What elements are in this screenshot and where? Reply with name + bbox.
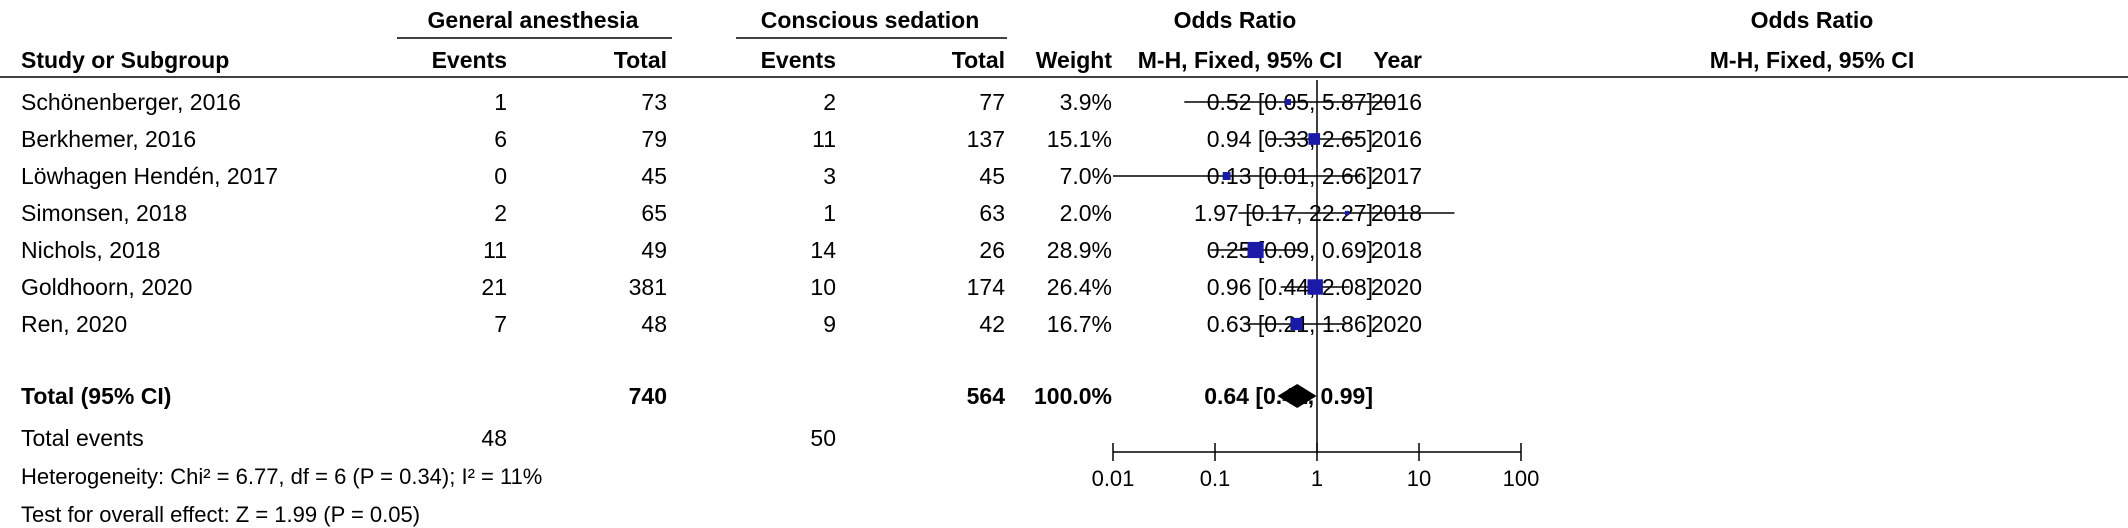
or-marker <box>1308 133 1321 145</box>
study-name: Löwhagen Hendén, 2017 <box>21 163 278 189</box>
pooled-diamond <box>1277 384 1317 408</box>
study-weight: 28.9% <box>1047 237 1112 263</box>
study-e1: 0 <box>494 163 507 189</box>
study-year: 2020 <box>1371 311 1422 337</box>
study-e1: 6 <box>494 126 507 152</box>
header-weight: Weight <box>1036 47 1113 73</box>
study-n1: 49 <box>641 237 667 263</box>
study-n2: 26 <box>979 237 1005 263</box>
header-method-table: M-H, Fixed, 95% CI <box>1138 47 1342 73</box>
study-weight: 26.4% <box>1047 274 1112 300</box>
study-n2: 137 <box>967 126 1005 152</box>
heterogeneity-text: Heterogeneity: Chi² = 6.77, df = 6 (P = … <box>21 464 542 489</box>
study-n2: 45 <box>979 163 1005 189</box>
study-e2: 14 <box>810 237 836 263</box>
total-n2: 564 <box>967 383 1006 409</box>
study-year: 2020 <box>1371 274 1422 300</box>
study-e2: 2 <box>823 89 836 115</box>
header-total1: Total <box>614 47 667 73</box>
study-e2: 11 <box>812 126 836 152</box>
header-study: Study or Subgroup <box>21 47 229 73</box>
x-tick-label: 0.1 <box>1200 466 1231 491</box>
header-odds-ratio-table: Odds Ratio <box>1174 7 1297 33</box>
study-weight: 2.0% <box>1060 200 1112 226</box>
total-events-label: Total events <box>21 425 144 451</box>
study-n1: 65 <box>641 200 667 226</box>
study-name: Simonsen, 2018 <box>21 200 187 226</box>
study-n1: 381 <box>629 274 667 300</box>
or-marker <box>1307 279 1323 295</box>
or-marker <box>1222 172 1231 180</box>
study-n2: 42 <box>979 311 1005 337</box>
header-group1: General anesthesia <box>428 7 639 33</box>
study-name: Goldhoorn, 2020 <box>21 274 192 300</box>
x-tick-label: 100 <box>1503 466 1540 491</box>
or-marker <box>1247 241 1264 259</box>
forest-plot: 0.01 0.1 1 10 100 <box>1092 80 1540 491</box>
header-year: Year <box>1373 47 1422 73</box>
study-name: Schönenberger, 2016 <box>21 89 241 115</box>
study-weight: 16.7% <box>1047 311 1112 337</box>
study-n1: 79 <box>641 126 667 152</box>
study-weight: 3.9% <box>1060 89 1112 115</box>
study-n2: 77 <box>979 89 1005 115</box>
study-n1: 73 <box>641 89 667 115</box>
study-e1: 7 <box>494 311 507 337</box>
x-tick-label: 0.01 <box>1092 466 1135 491</box>
x-tick-label: 1 <box>1311 466 1323 491</box>
study-e1: 11 <box>483 237 507 263</box>
x-tick-label: 10 <box>1407 466 1431 491</box>
header-odds-ratio-plot: Odds Ratio <box>1751 7 1874 33</box>
or-marker <box>1290 317 1303 331</box>
total-n1: 740 <box>629 383 667 409</box>
study-year: 2017 <box>1371 163 1422 189</box>
total-weight: 100.0% <box>1034 383 1112 409</box>
study-weight: 7.0% <box>1060 163 1112 189</box>
study-n1: 48 <box>641 311 667 337</box>
header-events2: Events <box>761 47 836 73</box>
study-e1: 2 <box>494 200 507 226</box>
study-e2: 1 <box>823 200 836 226</box>
study-e2: 3 <box>823 163 836 189</box>
overall-effect-text: Test for overall effect: Z = 1.99 (P = 0… <box>21 502 420 527</box>
study-rows: Schönenberger, 2016 1 73 2 77 3.9% 0.52 [0.05,… <box>21 89 1422 337</box>
total-events-e2: 50 <box>810 425 836 451</box>
study-e1: 1 <box>494 89 507 115</box>
or-marker <box>1344 210 1350 216</box>
study-name: Nichols, 2018 <box>21 237 160 263</box>
header-group2: Conscious sedation <box>761 7 980 33</box>
study-e1: 21 <box>481 274 507 300</box>
study-n2: 63 <box>979 200 1005 226</box>
header-events1: Events <box>432 47 507 73</box>
study-e2: 9 <box>823 311 836 337</box>
study-n2: 174 <box>967 274 1006 300</box>
study-year: 2016 <box>1371 126 1422 152</box>
header-total2: Total <box>952 47 1005 73</box>
total-events-e1: 48 <box>481 425 507 451</box>
study-e2: 10 <box>810 274 836 300</box>
header-method-plot: M-H, Fixed, 95% CI <box>1710 47 1914 73</box>
study-weight: 15.1% <box>1047 126 1112 152</box>
study-n1: 45 <box>641 163 667 189</box>
study-name: Ren, 2020 <box>21 311 127 337</box>
study-name: Berkhemer, 2016 <box>21 126 196 152</box>
total-label: Total (95% CI) <box>21 383 171 409</box>
or-marker <box>1285 99 1291 105</box>
study-year: 2018 <box>1371 237 1422 263</box>
